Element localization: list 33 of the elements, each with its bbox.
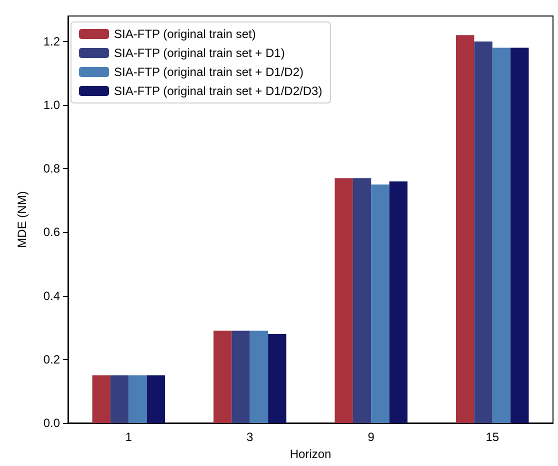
y-tick-label: 1.0 <box>43 98 60 112</box>
legend-label: SIA-FTP (original train set + D1/D2) <box>114 65 304 79</box>
bar <box>110 375 129 423</box>
bar <box>250 330 268 423</box>
y-axis-title: MDE (NM) <box>15 191 29 248</box>
y-tick-label: 0.0 <box>43 416 60 430</box>
bar <box>389 181 408 423</box>
bar <box>371 184 390 423</box>
y-tick-label: 0.2 <box>43 352 60 366</box>
x-axis-title: Horizon <box>290 447 332 461</box>
y-tick-label: 1.2 <box>43 34 60 48</box>
bar <box>92 375 110 423</box>
bar <box>492 48 511 423</box>
bar <box>474 41 492 423</box>
legend-label: SIA-FTP (original train set + D1/D2/D3) <box>114 84 322 98</box>
bar <box>456 35 474 423</box>
y-tick-label: 0.6 <box>43 225 60 240</box>
bar <box>334 178 353 423</box>
bar <box>128 375 147 423</box>
legend-label: SIA-FTP (original train set + D1) <box>114 46 285 60</box>
x-tick-label: 1 <box>125 430 132 444</box>
y-tick-label: 0.8 <box>43 162 60 176</box>
bar <box>214 330 232 423</box>
bar <box>352 178 372 423</box>
y-tick-label: 0.4 <box>43 288 60 303</box>
bar <box>510 48 529 423</box>
bar <box>232 330 250 423</box>
x-tick-label: 3 <box>246 430 254 444</box>
legend-label: SIA-FTP (original train set) <box>114 27 256 41</box>
x-tick-label: 15 <box>486 430 500 444</box>
x-tick-label: 9 <box>368 430 375 444</box>
bar <box>146 375 165 423</box>
bar <box>268 334 286 423</box>
